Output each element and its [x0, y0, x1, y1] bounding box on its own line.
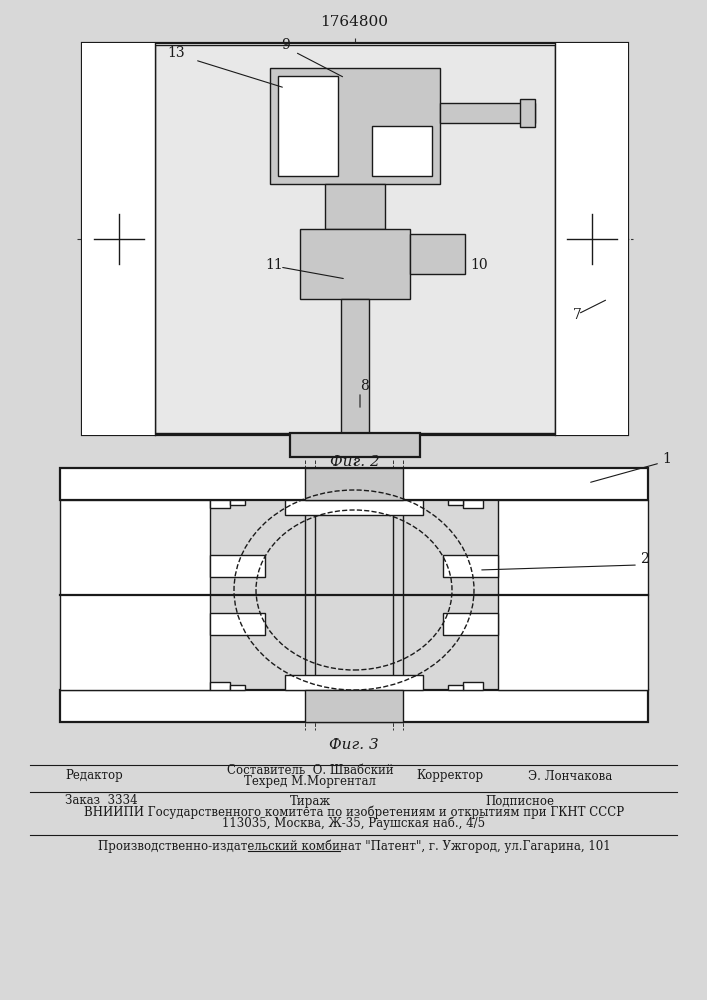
Text: Заказ  3334: Заказ 3334: [65, 794, 138, 808]
Bar: [305, 690, 403, 722]
Text: Тираж: Тираж: [289, 794, 331, 808]
Bar: [463, 682, 483, 690]
Bar: [285, 500, 423, 515]
Text: Корректор: Корректор: [416, 770, 484, 782]
Bar: [82, 43, 155, 435]
Bar: [60, 690, 648, 722]
Bar: [210, 613, 265, 635]
Text: 7: 7: [573, 308, 582, 322]
Bar: [270, 68, 440, 184]
Bar: [443, 613, 498, 635]
Bar: [210, 500, 230, 508]
Bar: [60, 468, 648, 500]
Bar: [448, 685, 463, 690]
Bar: [443, 555, 498, 577]
Text: 1764800: 1764800: [320, 15, 388, 29]
Bar: [230, 685, 245, 690]
Text: Фиг. 2: Фиг. 2: [330, 455, 380, 469]
Text: 113035, Москва, Ж-35, Раушская наб., 4/5: 113035, Москва, Ж-35, Раушская наб., 4/5: [223, 816, 486, 830]
Text: Техред М.Моргентал: Техред М.Моргентал: [244, 776, 376, 788]
Text: 2: 2: [640, 552, 649, 566]
Bar: [300, 229, 410, 299]
Text: Составитель  О. Швабский: Составитель О. Швабский: [227, 764, 393, 776]
Bar: [555, 43, 628, 435]
Bar: [498, 500, 648, 690]
Bar: [448, 500, 463, 505]
Bar: [440, 103, 535, 123]
Text: Э. Лончакова: Э. Лончакова: [528, 770, 612, 782]
Text: 13: 13: [168, 46, 185, 60]
Text: ВНИИПИ Государственного комитета по изобретениям и открытиям при ГКНТ СССР: ВНИИПИ Государственного комитета по изоб…: [84, 805, 624, 819]
Bar: [520, 99, 535, 127]
Text: 11: 11: [265, 258, 283, 272]
Text: 9: 9: [281, 38, 290, 52]
Bar: [82, 43, 628, 435]
Text: Фиг. 3: Фиг. 3: [329, 738, 379, 752]
Bar: [410, 234, 465, 274]
Bar: [60, 500, 210, 690]
Bar: [372, 126, 432, 176]
Bar: [278, 76, 338, 176]
Bar: [325, 184, 385, 229]
Bar: [155, 45, 555, 433]
Bar: [285, 675, 423, 690]
Text: 10: 10: [470, 258, 488, 272]
Bar: [210, 555, 265, 577]
Bar: [305, 468, 403, 500]
Bar: [290, 433, 420, 457]
Bar: [341, 299, 369, 433]
Text: 8: 8: [360, 379, 369, 393]
Text: 1: 1: [662, 452, 671, 466]
Bar: [230, 500, 245, 505]
Bar: [463, 500, 483, 508]
Text: Производственно-издательский комбинат "Патент", г. Ужгород, ул.Гагарина, 101: Производственно-издательский комбинат "П…: [98, 839, 610, 853]
Bar: [210, 682, 230, 690]
Text: Подписное: Подписное: [486, 794, 554, 808]
Text: Редактор: Редактор: [65, 770, 123, 782]
